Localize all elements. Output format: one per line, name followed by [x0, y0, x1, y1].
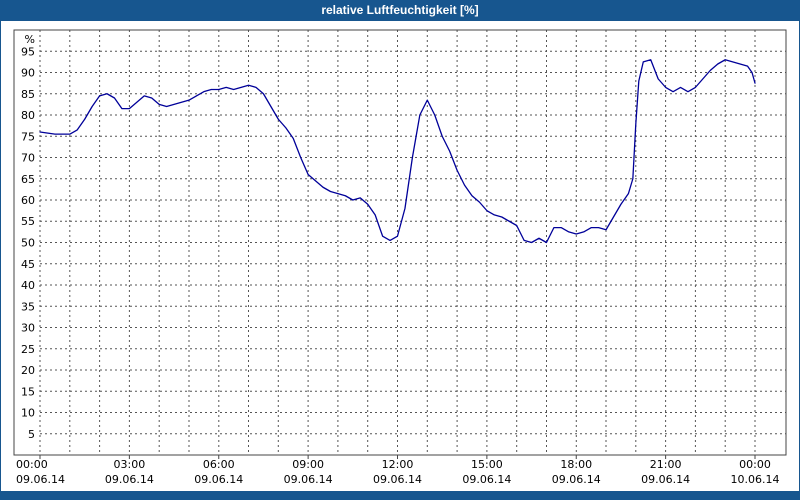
chart-frame: [13, 29, 787, 456]
y-tick-label: 70: [21, 152, 35, 165]
x-tick-time-label: 00:00: [16, 458, 48, 471]
x-tick-date-label: 09.06.14: [16, 473, 65, 486]
y-tick-label: 40: [21, 279, 35, 292]
x-tick-date-label: 09.06.14: [105, 473, 154, 486]
y-tick-label: 65: [21, 173, 35, 186]
x-tick-date-label: 09.06.14: [194, 473, 243, 486]
x-tick-time-label: 00:00: [739, 458, 771, 471]
x-tick-time-label: 15:00: [471, 458, 503, 471]
x-tick-time-label: 21:00: [650, 458, 682, 471]
series-line: [39, 59, 756, 244]
y-tick-label: 15: [21, 385, 35, 398]
y-tick-label: 10: [21, 407, 35, 420]
y-tick-label: 90: [21, 67, 35, 80]
x-tick-date-label: 09.06.14: [373, 473, 422, 486]
y-tick-label: 80: [21, 109, 35, 122]
y-tick-label: 30: [21, 322, 35, 335]
window-title-bar: relative Luftfeuchtigkeit [%]: [0, 0, 800, 21]
x-tick-date-label: 09.06.14: [284, 473, 333, 486]
y-tick-label: 85: [21, 88, 35, 101]
x-tick-time-label: 03:00: [114, 458, 146, 471]
x-tick-date-label: 09.06.14: [552, 473, 601, 486]
bottom-accent-bar: [0, 491, 800, 500]
x-tick-time-label: 09:00: [292, 458, 324, 471]
y-tick-label: 35: [21, 300, 35, 313]
y-tick-label: 5: [28, 428, 35, 441]
y-tick-label: 95: [21, 45, 35, 58]
y-tick-label: 25: [21, 343, 35, 356]
x-tick-date-label: 10.06.14: [731, 473, 780, 486]
x-tick-date-label: 09.06.14: [641, 473, 690, 486]
chart-title: relative Luftfeuchtigkeit [%]: [321, 3, 479, 17]
y-tick-label: 50: [21, 237, 35, 250]
y-tick-label: 45: [21, 258, 35, 271]
y-tick-label: 55: [21, 215, 35, 228]
y-axis-unit-label: %: [25, 33, 35, 46]
x-tick-date-label: 09.06.14: [462, 473, 511, 486]
x-tick-time-label: 06:00: [203, 458, 235, 471]
y-tick-label: 75: [21, 130, 35, 143]
x-tick-time-label: 12:00: [382, 458, 414, 471]
y-tick-label: 60: [21, 194, 35, 207]
y-tick-label: 20: [21, 364, 35, 377]
x-tick-time-label: 18:00: [560, 458, 592, 471]
